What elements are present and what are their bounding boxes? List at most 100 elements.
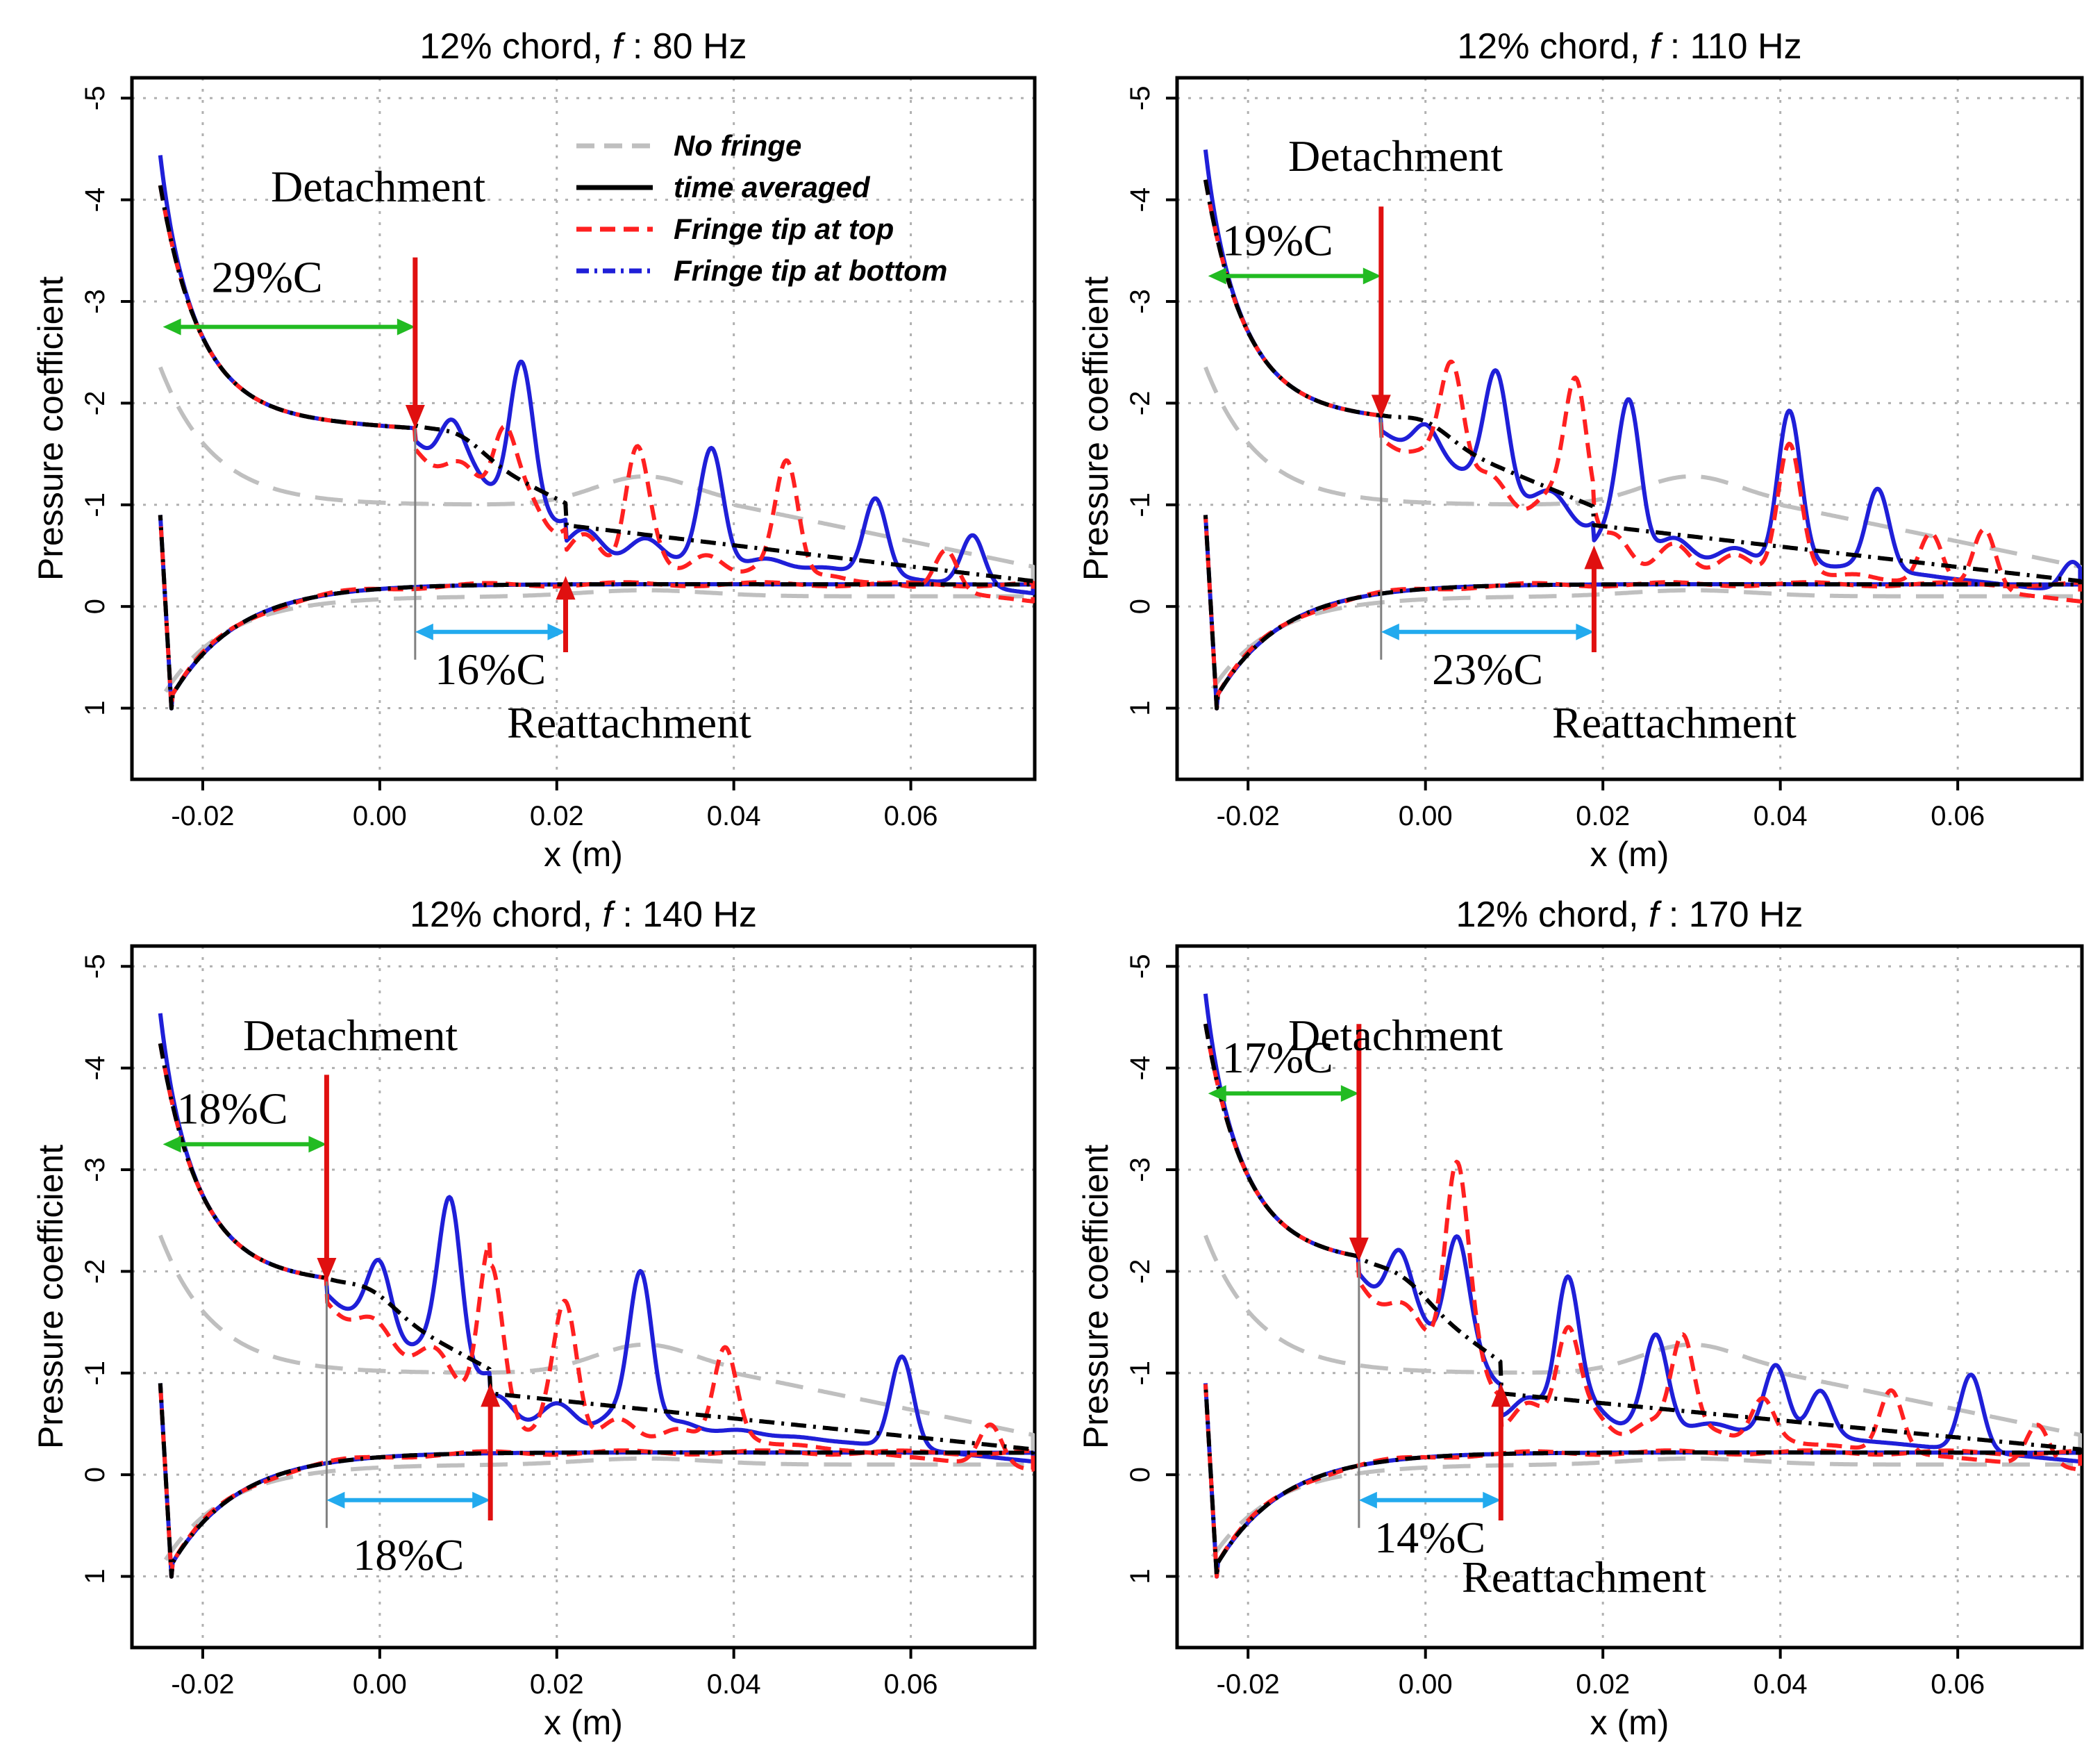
x-tick-label: 0.00 xyxy=(353,801,407,831)
x-axis-label: x (m) xyxy=(1590,835,1669,874)
legend: No fringe time averaged Fringe tip at top F… xyxy=(576,129,947,287)
reattach-percent-label: 16%C xyxy=(435,645,546,694)
detach-span-arrowhead-right xyxy=(397,318,415,335)
panel-title: 12% chord, f : 110 Hz xyxy=(1457,26,1801,67)
y-tick-label: -2 xyxy=(80,1259,110,1284)
x-tick-label: 0.00 xyxy=(353,1669,407,1700)
panel-title-f: f xyxy=(612,26,626,67)
y-tick-label: 1 xyxy=(1125,700,1156,715)
legend-label: No fringe xyxy=(674,129,801,162)
y-tick-label: -4 xyxy=(1125,1056,1156,1081)
detach-span-arrowhead-left xyxy=(162,1136,181,1153)
detachment-label: Detachment xyxy=(271,162,485,211)
x-tick-label: 0.06 xyxy=(1931,801,1985,831)
x-tick-label: 0.04 xyxy=(707,1669,761,1700)
y-tick-label: -2 xyxy=(1125,1259,1156,1284)
series-fringe-tip-bottom xyxy=(1203,993,2082,1579)
detachment-label: Detachment xyxy=(1288,1011,1503,1060)
detach-marker-arrowhead xyxy=(1349,1237,1369,1261)
y-tick-label: -5 xyxy=(1125,954,1156,979)
x-tick-label: 0.06 xyxy=(884,1669,938,1700)
detach-span-arrowhead-left xyxy=(1208,1085,1226,1102)
x-tick-label: 0.04 xyxy=(1753,801,1808,831)
reattach-span-arrowhead-right xyxy=(472,1491,491,1509)
y-tick-label: -2 xyxy=(80,391,110,416)
x-tick-label: 0.02 xyxy=(1576,801,1630,831)
y-axis-label: Pressure coefficient xyxy=(1076,1145,1115,1449)
series-no-fringe xyxy=(158,1234,1035,1570)
legend-label: time averaged xyxy=(674,171,871,204)
panel-title-suffix: : 80 Hz xyxy=(622,26,747,67)
reattach-span-arrowhead-left xyxy=(326,1491,345,1509)
reattach-span-arrowhead-left xyxy=(415,623,433,640)
panel-title-suffix: : 140 Hz xyxy=(612,895,757,935)
y-tick-label: -3 xyxy=(1125,1157,1156,1182)
detach-percent-label: 17%C xyxy=(1222,1033,1333,1082)
y-axis-label: Pressure coefficient xyxy=(1076,276,1115,581)
chart-panel-3: 12% chord, f : 140 Hz -0.02 0.00 0.02 0.04 0.… xyxy=(31,895,1037,1742)
y-tick-label: -4 xyxy=(80,188,110,213)
y-tick-label: -4 xyxy=(1125,188,1156,213)
panel-title-prefix: 12% chord, xyxy=(410,895,603,935)
detachment-label: Detachment xyxy=(243,1011,458,1060)
series-fringe-tip-bottom xyxy=(158,1013,1035,1579)
y-tick-label: -1 xyxy=(1125,492,1156,517)
plot-frame xyxy=(1175,944,2084,1650)
y-tick-label: 0 xyxy=(1125,1467,1156,1482)
reattach-span-arrowhead-right xyxy=(1483,1491,1501,1509)
chart-panel-2: 12% chord, f : 110 Hz -0.02 0.00 0.02 0.04 0.… xyxy=(1076,26,2084,874)
reattach-span-arrowhead-left xyxy=(1381,623,1399,640)
y-tick-label: 0 xyxy=(80,1467,110,1482)
panel-title-prefix: 12% chord, xyxy=(419,26,612,67)
y-tick-label: -1 xyxy=(80,492,110,517)
y-tick-label: -1 xyxy=(1125,1361,1156,1386)
panel-title: 12% chord, f : 140 Hz xyxy=(410,895,757,935)
detach-span-arrowhead-right xyxy=(1362,267,1381,285)
y-tick-label: -4 xyxy=(80,1056,110,1081)
y-tick-label: -5 xyxy=(80,85,110,110)
reattach-span-arrowhead-right xyxy=(1576,623,1594,640)
detach-marker-arrowhead xyxy=(317,1258,337,1282)
detach-span-arrowhead-right xyxy=(308,1136,327,1153)
panel-title-prefix: 12% chord, xyxy=(1456,895,1649,935)
plot-frame xyxy=(130,76,1037,781)
chart-panel-1: 12% chord, f : 80 Hz -0.02 0.00 0.02 0.04 0.0… xyxy=(31,26,1037,874)
series-time-averaged xyxy=(1203,1023,2082,1579)
plot-frame xyxy=(1175,76,2084,781)
panel-title: 12% chord, f : 80 Hz xyxy=(419,26,747,67)
reattach-percent-label: 23%C xyxy=(1432,645,1543,694)
x-tick-label: 0.04 xyxy=(707,801,761,831)
legend-label: Fringe tip at top xyxy=(674,213,894,245)
reattach-marker-arrowhead xyxy=(481,1383,501,1407)
reattach-marker-arrowhead xyxy=(1491,1383,1511,1407)
x-tick-label: 0.06 xyxy=(884,801,938,831)
detach-marker-arrowhead xyxy=(405,405,425,429)
y-tick-label: -2 xyxy=(1125,391,1156,416)
x-tick-label: 0.02 xyxy=(530,1669,584,1700)
reattachment-label: Reattachment xyxy=(1462,1552,1706,1602)
y-tick-label: -5 xyxy=(80,954,110,979)
x-tick-label: 0.00 xyxy=(1399,801,1453,831)
series-no-fringe xyxy=(1203,1234,2082,1570)
reattachment-label: Reattachment xyxy=(1552,698,1797,747)
x-tick-label: 0.06 xyxy=(1931,1669,1985,1700)
y-tick-label: 0 xyxy=(1125,599,1156,614)
y-tick-label: -5 xyxy=(1125,85,1156,110)
detach-marker-arrowhead xyxy=(1371,395,1391,419)
x-axis-label: x (m) xyxy=(544,835,623,874)
detachment-label: Detachment xyxy=(1288,131,1503,181)
plot-frame xyxy=(130,944,1037,1650)
reattach-percent-label: 18%C xyxy=(353,1530,464,1579)
x-axis-label: x (m) xyxy=(544,1703,623,1742)
detach-span-arrowhead-right xyxy=(1340,1085,1359,1102)
panel-title-suffix: : 110 Hz xyxy=(1660,26,1801,67)
y-tick-label: -3 xyxy=(1125,289,1156,314)
panel-title-f: f xyxy=(1650,26,1663,67)
panel-title-prefix: 12% chord, xyxy=(1457,26,1650,67)
reattachment-label: Reattachment xyxy=(507,698,751,747)
x-tick-label: -0.02 xyxy=(171,801,234,831)
x-tick-label: 0.04 xyxy=(1753,1669,1808,1700)
reattach-span-arrowhead-left xyxy=(1358,1491,1377,1509)
panel-title-f: f xyxy=(1649,895,1662,935)
series-fringe-tip-bottom xyxy=(158,155,1035,711)
